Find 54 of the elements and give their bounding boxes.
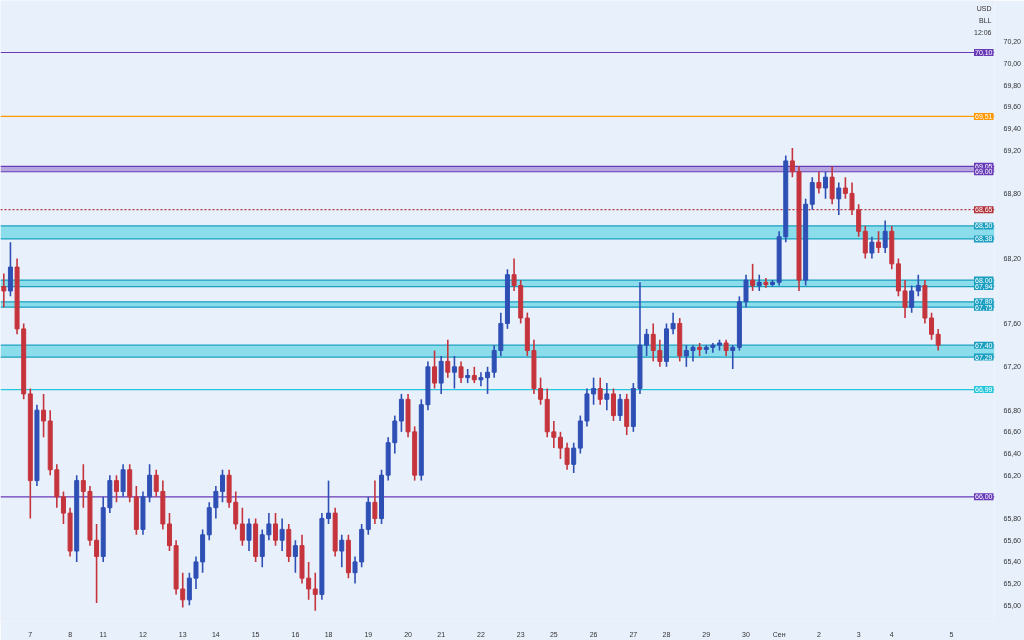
candlestick: [306, 561, 312, 601]
candlestick: [604, 382, 610, 411]
candlestick: [617, 393, 623, 422]
candlestick: [789, 147, 795, 178]
candlestick: [279, 517, 285, 552]
candlestick: [246, 517, 252, 552]
candlestick: [41, 393, 47, 439]
candlestick: [239, 506, 245, 547]
candlestick: [312, 571, 318, 612]
candlestick: [571, 441, 577, 474]
candlestick: [750, 263, 756, 292]
candlestick: [445, 338, 451, 379]
candlestick: [193, 555, 199, 590]
candlestick: [816, 170, 822, 195]
candlestick: [730, 344, 736, 370]
candlestick: [326, 479, 332, 525]
candlestick: [876, 230, 882, 254]
candlestick: [94, 523, 100, 604]
candlestick: [147, 463, 153, 504]
candlestick: [186, 571, 192, 607]
candlestick: [551, 420, 557, 449]
candlestick: [7, 241, 13, 298]
candlestick: [166, 512, 172, 552]
candlestick: [398, 393, 404, 433]
candlestick: [339, 534, 345, 569]
candlestick: [882, 219, 888, 254]
candlestick: [478, 371, 484, 388]
candlestick: [836, 181, 842, 216]
candlestick: [935, 328, 941, 352]
candlestick: [869, 235, 875, 260]
candlestick: [120, 463, 126, 498]
candlestick: [352, 555, 358, 585]
candlestick: [432, 349, 438, 390]
candlestick: [458, 360, 464, 384]
candlestick: [591, 376, 597, 406]
candlestick: [610, 387, 616, 422]
candlestick: [597, 376, 603, 406]
candlestick: [809, 176, 815, 211]
candlestick: [862, 225, 868, 260]
candlestick: [823, 170, 829, 200]
candlestick: [756, 273, 762, 292]
candlestick: [273, 512, 278, 547]
candlestick: [438, 355, 444, 395]
candlestick: [372, 479, 378, 525]
candlestick: [829, 165, 835, 206]
candlestick: [180, 571, 186, 609]
candlestick: [292, 539, 298, 574]
candlestick: [902, 279, 908, 319]
candlestick: [113, 474, 119, 504]
candlestick: [485, 366, 491, 395]
candlestick: [1, 272, 7, 309]
candlestick: [909, 284, 915, 314]
candlestick: [915, 273, 921, 298]
candlestick: [451, 355, 457, 390]
